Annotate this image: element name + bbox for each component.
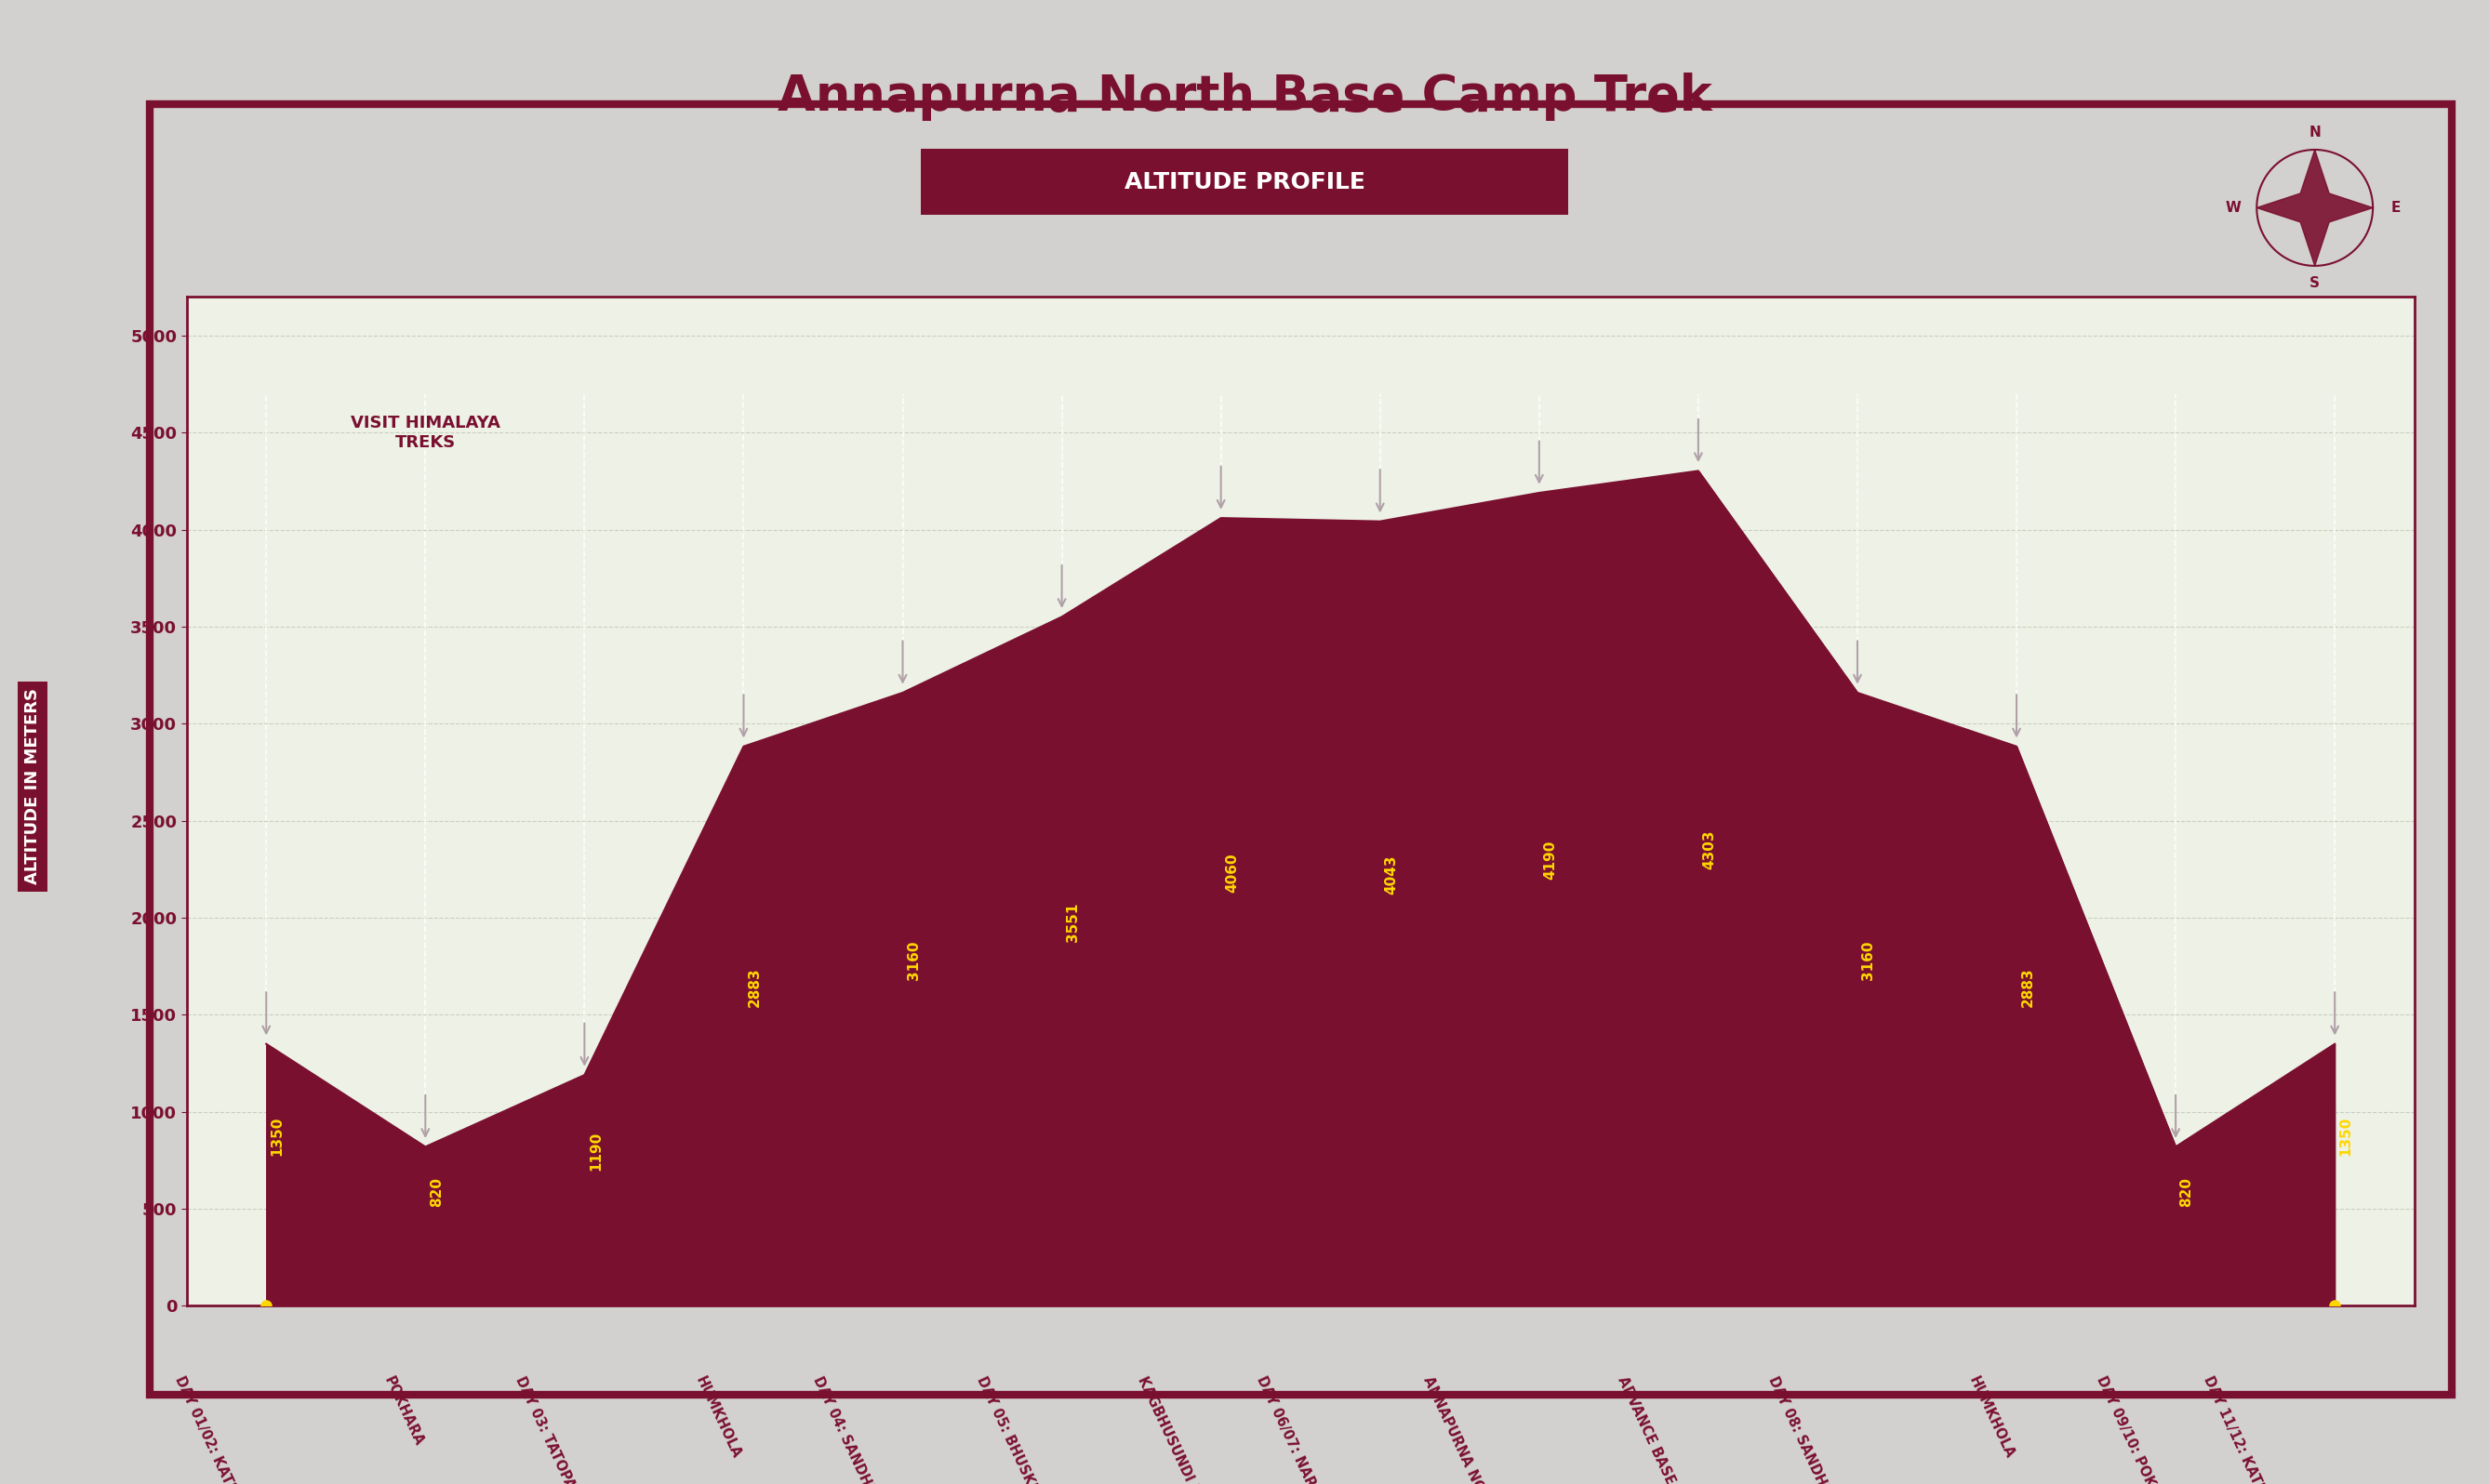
Text: 3160: 3160 — [906, 941, 921, 979]
Text: 4190: 4190 — [1543, 840, 1558, 880]
Text: DAY 01/02: KATHMANDU.: DAY 01/02: KATHMANDU. — [172, 1374, 266, 1484]
Text: 820: 820 — [2180, 1177, 2193, 1206]
Text: N: N — [2310, 125, 2320, 139]
Text: W: W — [2225, 200, 2240, 215]
Text: VISIT HIMALAYA
TREKS: VISIT HIMALAYA TREKS — [1220, 743, 1381, 782]
Text: ALTITUDE PROFILE: ALTITUDE PROFILE — [1125, 171, 1364, 193]
Text: 1350: 1350 — [2340, 1116, 2352, 1156]
Text: DAY 11/12: KATHMANDU/ DEPARTURE: DAY 11/12: KATHMANDU/ DEPARTURE — [2200, 1374, 2335, 1484]
Text: 4060: 4060 — [1225, 853, 1240, 892]
Text: www.visithimalayastrek.com: www.visithimalayastrek.com — [1170, 1006, 1431, 1024]
Text: DAY 05: BHUSKETMELA: DAY 05: BHUSKETMELA — [973, 1374, 1063, 1484]
Text: 1350: 1350 — [271, 1116, 284, 1156]
Text: POKHARA: POKHARA — [381, 1374, 426, 1448]
Text: 820: 820 — [431, 1177, 443, 1206]
Text: 2883: 2883 — [2021, 968, 2034, 1006]
Text: DAY 04: SANDHIKHARKA: DAY 04: SANDHIKHARKA — [811, 1374, 904, 1484]
Text: KAGBHUSUNDI DANDA: KAGBHUSUNDI DANDA — [1135, 1374, 1222, 1484]
Text: 3160: 3160 — [1862, 941, 1877, 979]
Text: DAY 03: TATOPANI: DAY 03: TATOPANI — [513, 1374, 585, 1484]
Text: S: S — [2310, 276, 2320, 291]
Polygon shape — [2258, 150, 2372, 266]
Text: E: E — [2392, 200, 2402, 215]
Text: DAY 06/07: NARCHANG LAKE CAMP: DAY 06/07: NARCHANG LAKE CAMP — [1254, 1374, 1379, 1484]
Text: 1190: 1190 — [587, 1132, 602, 1171]
Text: DAY 08: SANDHIKHARKA: DAY 08: SANDHIKHARKA — [1765, 1374, 1857, 1484]
Text: 4303: 4303 — [1702, 830, 1717, 870]
Text: 4043: 4043 — [1384, 855, 1399, 895]
Text: DAY 09/10: POKHARA: DAY 09/10: POKHARA — [2093, 1374, 2175, 1484]
Text: Annapurna North Base Camp Trek: Annapurna North Base Camp Trek — [777, 73, 1712, 120]
Text: HUMKHOLA: HUMKHOLA — [694, 1374, 744, 1460]
Text: HUMKHOLA: HUMKHOLA — [1966, 1374, 2016, 1460]
Text: 3551: 3551 — [1065, 902, 1080, 942]
Text: ADVANCE BASE CAMP: ADVANCE BASE CAMP — [1615, 1374, 1697, 1484]
Text: ANNAPURNA NORTH BASE CAMP: ANNAPURNA NORTH BASE CAMP — [1421, 1374, 1538, 1484]
Text: ALTITUDE IN METERS: ALTITUDE IN METERS — [25, 689, 40, 884]
Text: 2883: 2883 — [747, 968, 762, 1006]
Text: VISIT HIMALAYA
TREKS: VISIT HIMALAYA TREKS — [351, 414, 500, 451]
